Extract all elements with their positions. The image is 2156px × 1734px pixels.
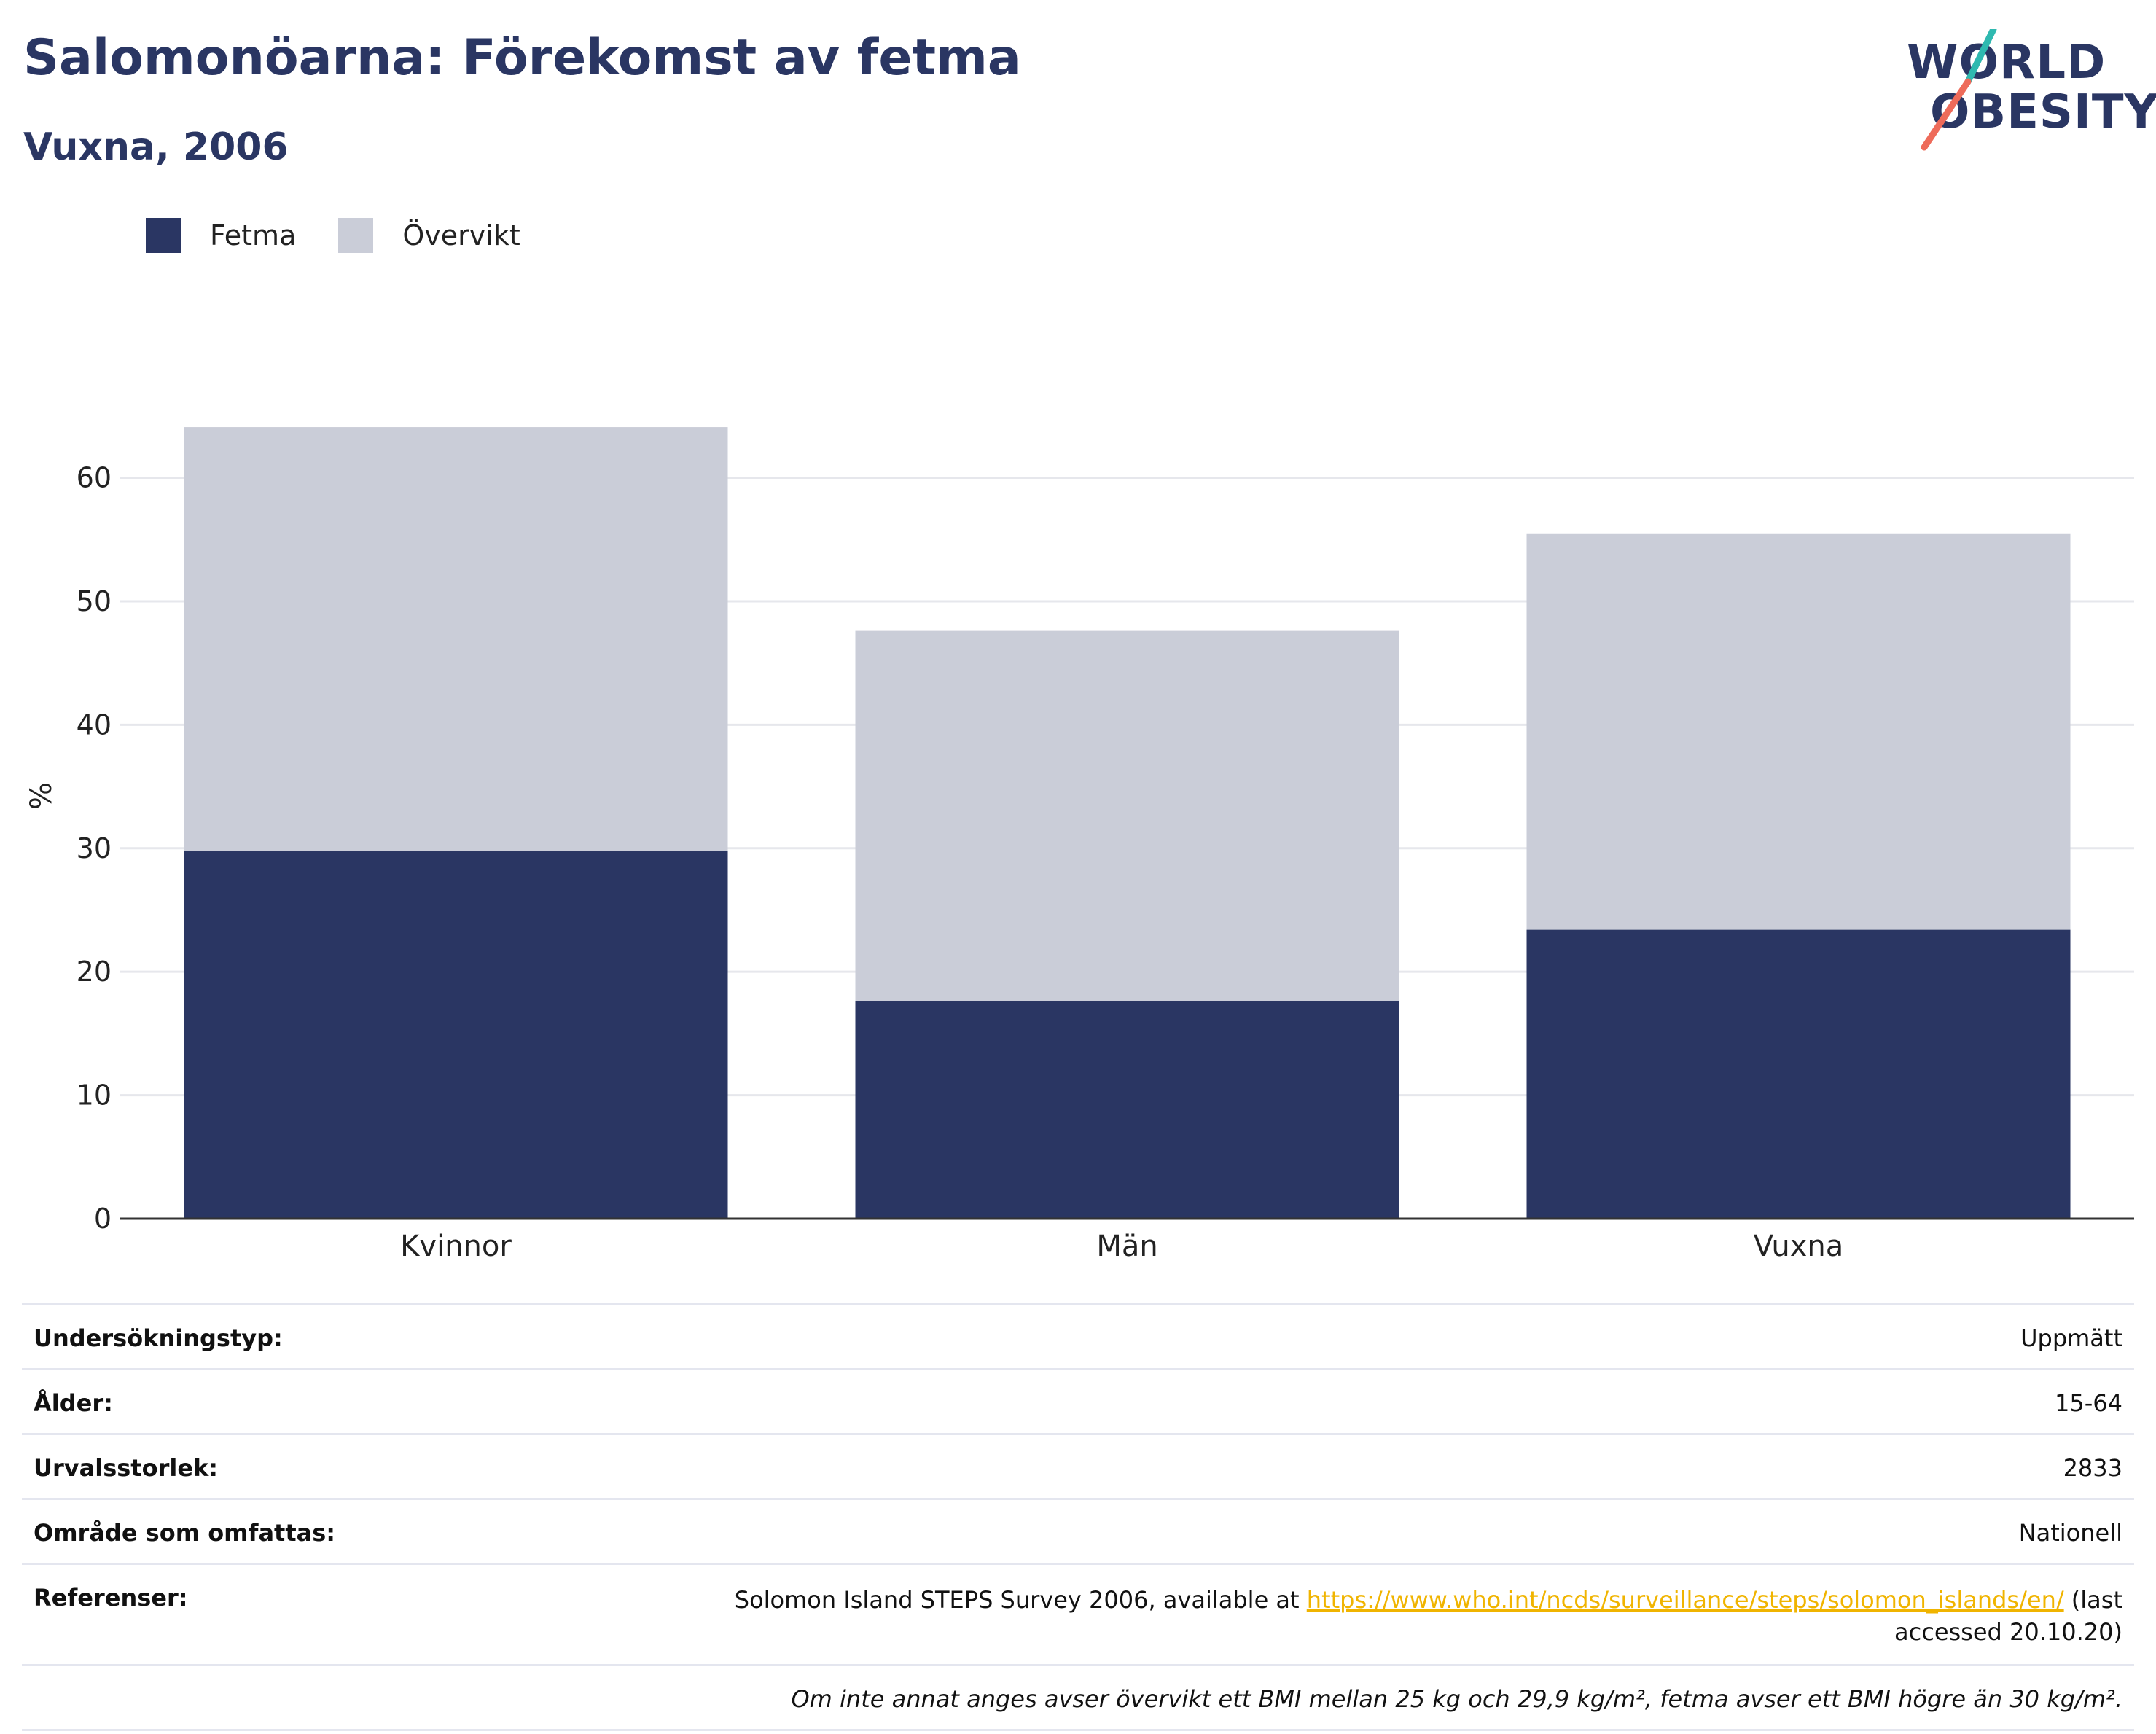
info-row-age: Ålder: 15-64 xyxy=(22,1368,2134,1433)
bar-fetma-kvinnor xyxy=(184,851,728,1219)
info-row-survey-type: Undersökningstyp: Uppmätt xyxy=(22,1303,2134,1368)
info-row-sample-size: Urvalsstorlek: 2833 xyxy=(22,1433,2134,1498)
reference-suffix: (last accessed 20.10.20) xyxy=(1894,1586,2122,1646)
logo-line1: WORLD xyxy=(1907,36,2106,90)
info-row-note: Om inte annat anges avser övervikt ett B… xyxy=(22,1664,2134,1731)
reference-link[interactable]: https://www.who.int/ncds/surveillance/st… xyxy=(1306,1586,2064,1614)
stacked-bar-chart: 0 10 20 30 40 50 60% Kvinnor Män Vuxna xyxy=(25,427,2134,1263)
info-row-references: Referenser: Solomon Island STEPS Survey … xyxy=(22,1563,2134,1664)
info-row-area: Område som omfattas: Nationell xyxy=(22,1498,2134,1563)
legend-swatch-fetma xyxy=(146,218,181,253)
bar-fetma-vuxna xyxy=(1526,929,2071,1219)
logo-line2: OBESITY xyxy=(1930,85,2156,139)
bmi-footnote: Om inte annat anges avser övervikt ett B… xyxy=(791,1685,2122,1713)
logo-slash-icon xyxy=(1921,29,1997,151)
reference-prefix: Solomon Island STEPS Survey 2006, availa… xyxy=(734,1586,1307,1614)
info-value: Nationell xyxy=(2018,1519,2122,1547)
info-label: Urvalsstorlek: xyxy=(34,1454,219,1482)
chart-legend: Fetma Övervikt xyxy=(146,217,563,254)
y-tick-label: 40 xyxy=(77,708,112,741)
bar-fetma-män xyxy=(855,1001,1399,1219)
chart-title: Salomonöarna: Förekomst av fetma xyxy=(23,29,1021,87)
y-tick-label: 20 xyxy=(77,956,112,988)
info-value: 2833 xyxy=(2063,1454,2122,1482)
bar--vervikt-kvinnor xyxy=(184,427,728,851)
y-axis-label: % xyxy=(25,782,58,810)
info-label: Ålder: xyxy=(34,1389,113,1417)
info-value: Uppmätt xyxy=(2020,1324,2122,1352)
survey-info-table: Undersökningstyp: Uppmätt Ålder: 15-64 U… xyxy=(22,1303,2134,1731)
legend-item-fetma[interactable]: Fetma xyxy=(146,218,296,253)
x-tick-label: Män xyxy=(1096,1230,1157,1263)
info-label: Referenser: xyxy=(34,1584,188,1612)
legend-label-fetma: Fetma xyxy=(210,219,297,251)
legend-label-overvikt: Övervikt xyxy=(402,219,520,251)
x-tick-label: Vuxna xyxy=(1754,1230,1844,1263)
info-label: Område som omfattas: xyxy=(34,1519,336,1547)
info-value: Solomon Island STEPS Survey 2006, availa… xyxy=(621,1584,2122,1648)
y-tick-label: 10 xyxy=(77,1079,112,1112)
y-tick-label: 50 xyxy=(77,585,112,617)
bar--vervikt-vuxna xyxy=(1526,533,2071,930)
y-tick-label: 0 xyxy=(94,1203,112,1235)
x-tick-label: Kvinnor xyxy=(400,1230,512,1263)
info-value: 15-64 xyxy=(2055,1389,2122,1417)
bar--vervikt-män xyxy=(855,630,1399,1001)
chart-subtitle: Vuxna, 2006 xyxy=(23,125,289,169)
y-tick-label: 60 xyxy=(77,462,112,494)
legend-swatch-overvikt xyxy=(338,218,374,253)
info-label: Undersökningstyp: xyxy=(34,1324,283,1352)
y-tick-label: 30 xyxy=(77,832,112,864)
legend-item-overvikt[interactable]: Övervikt xyxy=(338,218,520,253)
world-obesity-logo: WORLD OBESITY xyxy=(1895,29,2156,153)
